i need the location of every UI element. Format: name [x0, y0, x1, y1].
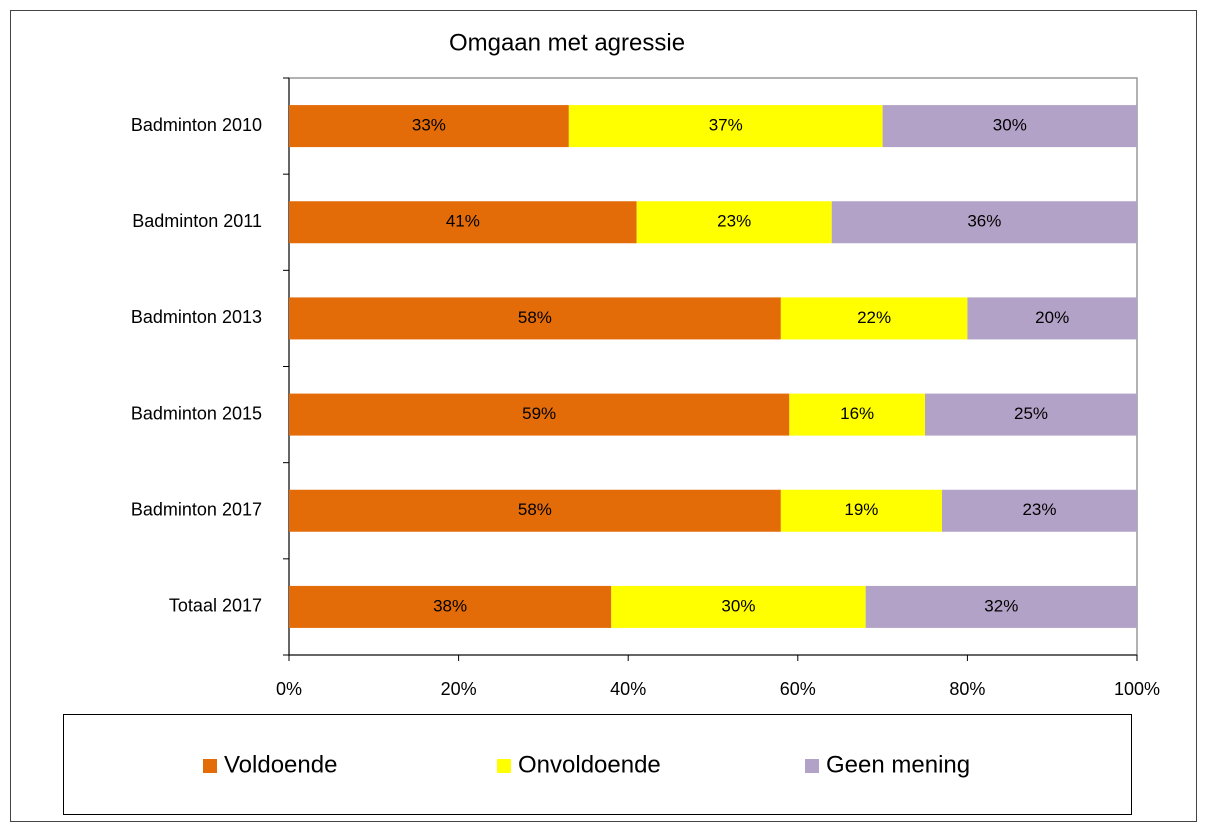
data-label: 20%	[1035, 308, 1069, 327]
data-label: 58%	[518, 500, 552, 519]
data-label: 33%	[412, 116, 446, 135]
bar-segment	[636, 201, 832, 244]
data-label: 22%	[857, 308, 891, 327]
data-label: 25%	[1014, 404, 1048, 423]
chart-title: Omgaan met agressie	[449, 29, 685, 56]
y-tick-label: Badminton 2013	[131, 307, 262, 327]
bar-segment	[611, 585, 866, 628]
bar-segment	[289, 201, 637, 244]
legend-label: Geen mening	[826, 751, 970, 778]
data-label: 36%	[967, 212, 1001, 231]
data-label: 58%	[518, 308, 552, 327]
data-label: 19%	[844, 500, 878, 519]
y-tick-label: Badminton 2015	[131, 403, 262, 423]
legend-swatch	[805, 759, 819, 773]
x-tick-label: 0%	[276, 679, 302, 699]
legend-swatch	[203, 759, 217, 773]
bar-segment	[289, 393, 790, 436]
y-tick-label: Badminton 2017	[131, 500, 262, 520]
bar-segment	[289, 105, 569, 148]
y-tick-label: Badminton 2010	[131, 115, 262, 135]
bar-segment	[289, 489, 781, 532]
bar-segment	[967, 297, 1137, 340]
y-tick-label: Badminton 2011	[132, 211, 262, 231]
bar-segment	[831, 201, 1137, 244]
bar-segment	[865, 585, 1137, 628]
x-tick-label: 40%	[610, 679, 646, 699]
bar-segment	[289, 585, 612, 628]
bar-segment	[941, 489, 1137, 532]
legend-box	[63, 714, 1132, 815]
bar-segment	[780, 297, 968, 340]
data-label: 23%	[717, 212, 751, 231]
x-tick-label: 100%	[1114, 679, 1160, 699]
data-label: 59%	[522, 404, 556, 423]
legend-label: Voldoende	[224, 751, 337, 778]
bar-segment	[289, 297, 781, 340]
data-label: 30%	[721, 596, 755, 615]
bar-segment	[568, 105, 883, 148]
x-tick-label: 20%	[441, 679, 477, 699]
bar-segment	[789, 393, 925, 436]
data-label: 37%	[709, 116, 743, 135]
bar-segment	[925, 393, 1137, 436]
y-tick-label: Totaal 2017	[169, 596, 262, 616]
data-label: 38%	[433, 596, 467, 615]
data-label: 16%	[840, 404, 874, 423]
x-tick-label: 60%	[780, 679, 816, 699]
legend-label: Onvoldoende	[518, 751, 661, 778]
bar-segment	[882, 105, 1137, 148]
data-label: 41%	[446, 212, 480, 231]
bar-segment	[780, 489, 942, 532]
legend-swatch	[497, 759, 511, 773]
data-label: 30%	[993, 116, 1027, 135]
x-tick-label: 80%	[949, 679, 985, 699]
data-label: 32%	[984, 596, 1018, 615]
data-label: 23%	[1022, 500, 1056, 519]
